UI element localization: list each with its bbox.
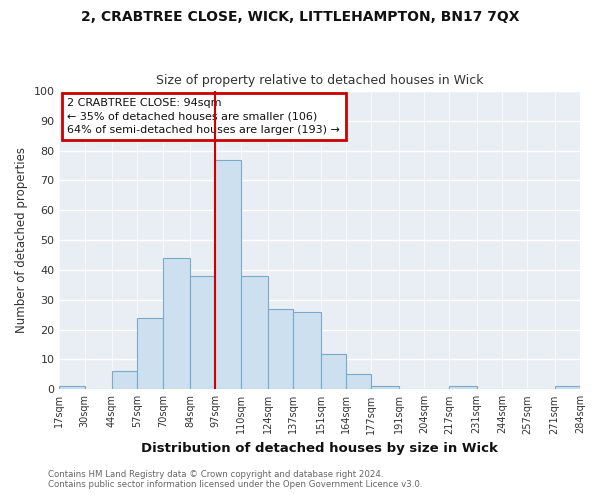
Bar xyxy=(371,386,398,390)
Bar xyxy=(293,312,320,390)
Bar xyxy=(268,308,293,390)
Y-axis label: Number of detached properties: Number of detached properties xyxy=(15,147,28,333)
Bar xyxy=(137,318,163,390)
Bar xyxy=(241,276,268,390)
Bar xyxy=(215,160,241,390)
Bar xyxy=(320,354,346,390)
Title: Size of property relative to detached houses in Wick: Size of property relative to detached ho… xyxy=(156,74,484,87)
Bar xyxy=(59,386,85,390)
Bar xyxy=(112,372,137,390)
Text: 2 CRABTREE CLOSE: 94sqm
← 35% of detached houses are smaller (106)
64% of semi-d: 2 CRABTREE CLOSE: 94sqm ← 35% of detache… xyxy=(67,98,340,135)
Bar xyxy=(554,386,580,390)
Bar xyxy=(449,386,476,390)
X-axis label: Distribution of detached houses by size in Wick: Distribution of detached houses by size … xyxy=(141,442,498,455)
Bar xyxy=(163,258,190,390)
Text: Contains HM Land Registry data © Crown copyright and database right 2024.
Contai: Contains HM Land Registry data © Crown c… xyxy=(48,470,422,489)
Bar xyxy=(346,374,371,390)
Text: 2, CRABTREE CLOSE, WICK, LITTLEHAMPTON, BN17 7QX: 2, CRABTREE CLOSE, WICK, LITTLEHAMPTON, … xyxy=(81,10,519,24)
Bar xyxy=(190,276,215,390)
